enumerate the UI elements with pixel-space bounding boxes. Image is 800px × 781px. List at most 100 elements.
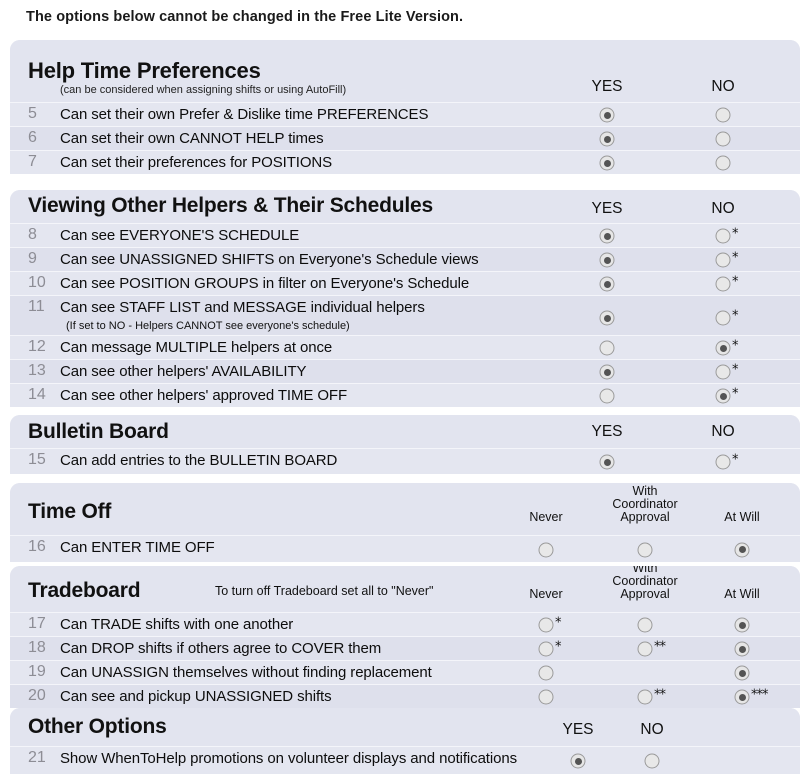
- row-number: 9: [28, 250, 37, 267]
- radio-no[interactable]: [715, 228, 731, 244]
- option-row: 6 Can set their own CANNOT HELP times: [10, 126, 800, 150]
- section-subtitle: (can be considered when assigning shifts…: [60, 84, 347, 96]
- column-header: With Coordinator Approval: [612, 484, 678, 524]
- row-number: 16: [28, 538, 46, 555]
- row-number: 18: [28, 639, 46, 656]
- radio-no[interactable]: [715, 454, 731, 470]
- radio-no[interactable]: [715, 388, 731, 404]
- radio-yes[interactable]: [599, 310, 615, 326]
- option-row: 14 Can see other helpers' approved TIME O…: [10, 383, 800, 407]
- option-row: 20 Can see and pickup UNASSIGNED shifts **…: [10, 684, 800, 708]
- section-panel: Tradeboard To turn off Tradeboard set all…: [10, 566, 800, 708]
- section-header: Bulletin Board YES NO: [10, 415, 800, 448]
- radio-yes[interactable]: [599, 340, 615, 356]
- footnote-asterisk: *: [732, 226, 738, 242]
- footnote-asterisk: *: [732, 274, 738, 290]
- radio-no[interactable]: [715, 155, 731, 171]
- footnote-asterisk: *: [555, 615, 561, 631]
- row-number: 10: [28, 274, 46, 291]
- option-row: 19 Can UNASSIGN themselves without findin…: [10, 660, 800, 684]
- radio-no[interactable]: [715, 252, 731, 268]
- radio-yes[interactable]: [599, 276, 615, 292]
- row-number: 20: [28, 687, 46, 704]
- column-header: NO: [711, 423, 735, 440]
- radio-at-will[interactable]: [734, 542, 750, 557]
- radio-no[interactable]: [715, 107, 731, 123]
- radio-at-will[interactable]: [734, 641, 750, 657]
- column-header: YES: [591, 200, 623, 217]
- radio-yes[interactable]: [599, 388, 615, 404]
- row-number: 6: [28, 129, 37, 146]
- section-panel: Viewing Other Helpers & Their Schedules Y…: [10, 190, 800, 407]
- radio-with-coordinator-approval[interactable]: [637, 542, 653, 557]
- row-label: Can UNASSIGN themselves without finding …: [60, 664, 432, 681]
- radio-yes[interactable]: [599, 107, 615, 123]
- section-title: Help Time Preferences: [28, 58, 261, 83]
- row-number: 14: [28, 386, 46, 403]
- row-label: Can ENTER TIME OFF: [60, 539, 215, 556]
- radio-at-will[interactable]: [734, 617, 750, 633]
- radio-never[interactable]: [538, 665, 554, 681]
- option-row: 17 Can TRADE shifts with one another *: [10, 612, 800, 636]
- radio-yes[interactable]: [599, 364, 615, 380]
- option-row: 11 Can see STAFF LIST and MESSAGE individ…: [10, 295, 800, 335]
- row-label: Can DROP shifts if others agree to COVER…: [60, 640, 382, 657]
- radio-yes[interactable]: [599, 228, 615, 244]
- radio-yes[interactable]: [570, 753, 586, 769]
- section-title: Tradeboard: [28, 579, 141, 602]
- radio-no[interactable]: [715, 310, 731, 326]
- column-header: With Coordinator Approval: [612, 566, 678, 601]
- column-header: NO: [711, 78, 735, 95]
- section-panel: Bulletin Board YES NO 15 Can add entries to …: [10, 415, 800, 474]
- radio-no[interactable]: [644, 753, 660, 769]
- row-number: 12: [28, 338, 46, 355]
- option-row: 10 Can see POSITION GROUPS in filter on E…: [10, 271, 800, 295]
- column-header: YES: [591, 423, 623, 440]
- option-row: 16 Can ENTER TIME OFF: [10, 535, 800, 562]
- column-header: Never: [529, 510, 563, 524]
- radio-with-coordinator-approval[interactable]: [637, 641, 653, 657]
- row-label: Can see EVERYONE'S SCHEDULE: [60, 227, 300, 244]
- radio-no[interactable]: [715, 364, 731, 380]
- radio-yes[interactable]: [599, 155, 615, 171]
- radio-never[interactable]: [538, 641, 554, 657]
- row-label: Can see other helpers' approved TIME OFF: [60, 387, 348, 404]
- radio-yes[interactable]: [599, 454, 615, 470]
- radio-never[interactable]: [538, 617, 554, 633]
- footnote-asterisk: **: [654, 639, 666, 655]
- radio-yes[interactable]: [599, 252, 615, 268]
- section-header: Tradeboard To turn off Tradeboard set all…: [10, 566, 800, 612]
- option-row: 9 Can see UNASSIGNED SHIFTS on Everyone's…: [10, 247, 800, 271]
- radio-with-coordinator-approval[interactable]: [637, 617, 653, 633]
- section-title: Bulletin Board: [28, 420, 169, 443]
- radio-no[interactable]: [715, 131, 731, 147]
- footnote-asterisk: ***: [751, 687, 768, 703]
- page-title: The options below cannot be changed in t…: [26, 9, 464, 25]
- option-row: 5 Can set their own Prefer & Dislike time…: [10, 102, 800, 126]
- radio-never[interactable]: [538, 689, 554, 705]
- row-number: 19: [28, 663, 46, 680]
- row-label: Can see POSITION GROUPS in filter on Eve…: [60, 275, 470, 292]
- column-header: NO: [711, 200, 735, 217]
- section-header: Viewing Other Helpers & Their Schedules Y…: [10, 190, 800, 223]
- row-number: 5: [28, 105, 37, 122]
- section-title: Viewing Other Helpers & Their Schedules: [28, 194, 433, 217]
- section-header: Other Options YES NO: [10, 708, 800, 746]
- radio-no[interactable]: [715, 276, 731, 292]
- row-number: 13: [28, 362, 46, 379]
- radio-at-will[interactable]: [734, 665, 750, 681]
- section-title: Time Off: [28, 500, 112, 523]
- radio-yes[interactable]: [599, 131, 615, 147]
- row-label: Can see UNASSIGNED SHIFTS on Everyone's …: [60, 251, 479, 268]
- column-header: At Will: [724, 510, 760, 524]
- section-panel: Time Off Never With Coordinator Approval At W…: [10, 483, 800, 562]
- section-header: Help Time Preferences (can be considered …: [10, 40, 800, 102]
- radio-at-will[interactable]: [734, 689, 750, 705]
- footnote-asterisk: *: [732, 338, 738, 354]
- section-panel: Other Options YES NO 21 Show WhenToHelp prom…: [10, 708, 800, 774]
- column-header: YES: [591, 78, 623, 95]
- radio-never[interactable]: [538, 542, 554, 557]
- radio-with-coordinator-approval[interactable]: [637, 689, 653, 705]
- radio-no[interactable]: [715, 340, 731, 356]
